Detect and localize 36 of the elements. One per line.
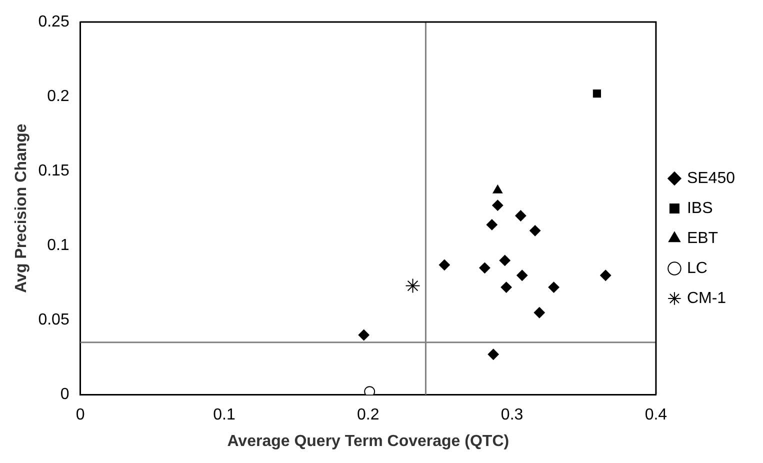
y-axis-title: Avg Precision Change [13, 124, 30, 293]
point [500, 282, 512, 293]
legend-label: IBS [686, 200, 713, 217]
x-tick-label: 0 [76, 406, 85, 424]
legend-label: CM-1 [686, 290, 726, 307]
point [600, 270, 612, 281]
point [499, 254, 510, 266]
legend-label: LC [686, 260, 708, 277]
y-tick-label: 0.05 [38, 311, 70, 328]
point [530, 225, 541, 236]
point [592, 90, 601, 98]
y-tick-label: 0.1 [47, 236, 70, 254]
legend-label: SE450 [686, 170, 736, 187]
point [405, 278, 420, 294]
point [548, 282, 560, 293]
point [534, 307, 545, 318]
point [492, 184, 502, 194]
point [516, 270, 528, 281]
point [438, 259, 450, 270]
point [358, 329, 370, 340]
x-tick-label: 0.1 [213, 406, 236, 424]
x-tick-label: 0.3 [500, 406, 524, 424]
y-tick-label: 0.2 [47, 88, 70, 105]
x-tick-label: 0.4 [644, 406, 668, 424]
point [515, 210, 526, 222]
x-axis-title: Average Query Term Coverage (QTC) [227, 432, 510, 450]
x-tick-label: 0.2 [357, 406, 380, 424]
point [486, 219, 498, 230]
point [479, 262, 490, 274]
point [488, 348, 499, 360]
y-tick-label: 0.15 [38, 162, 70, 180]
point [364, 386, 376, 395]
legend-label: EBT [686, 230, 718, 247]
y-tick-label: 0 [60, 386, 70, 404]
y-tick-label: 0.25 [38, 13, 70, 30]
point [492, 200, 504, 211]
